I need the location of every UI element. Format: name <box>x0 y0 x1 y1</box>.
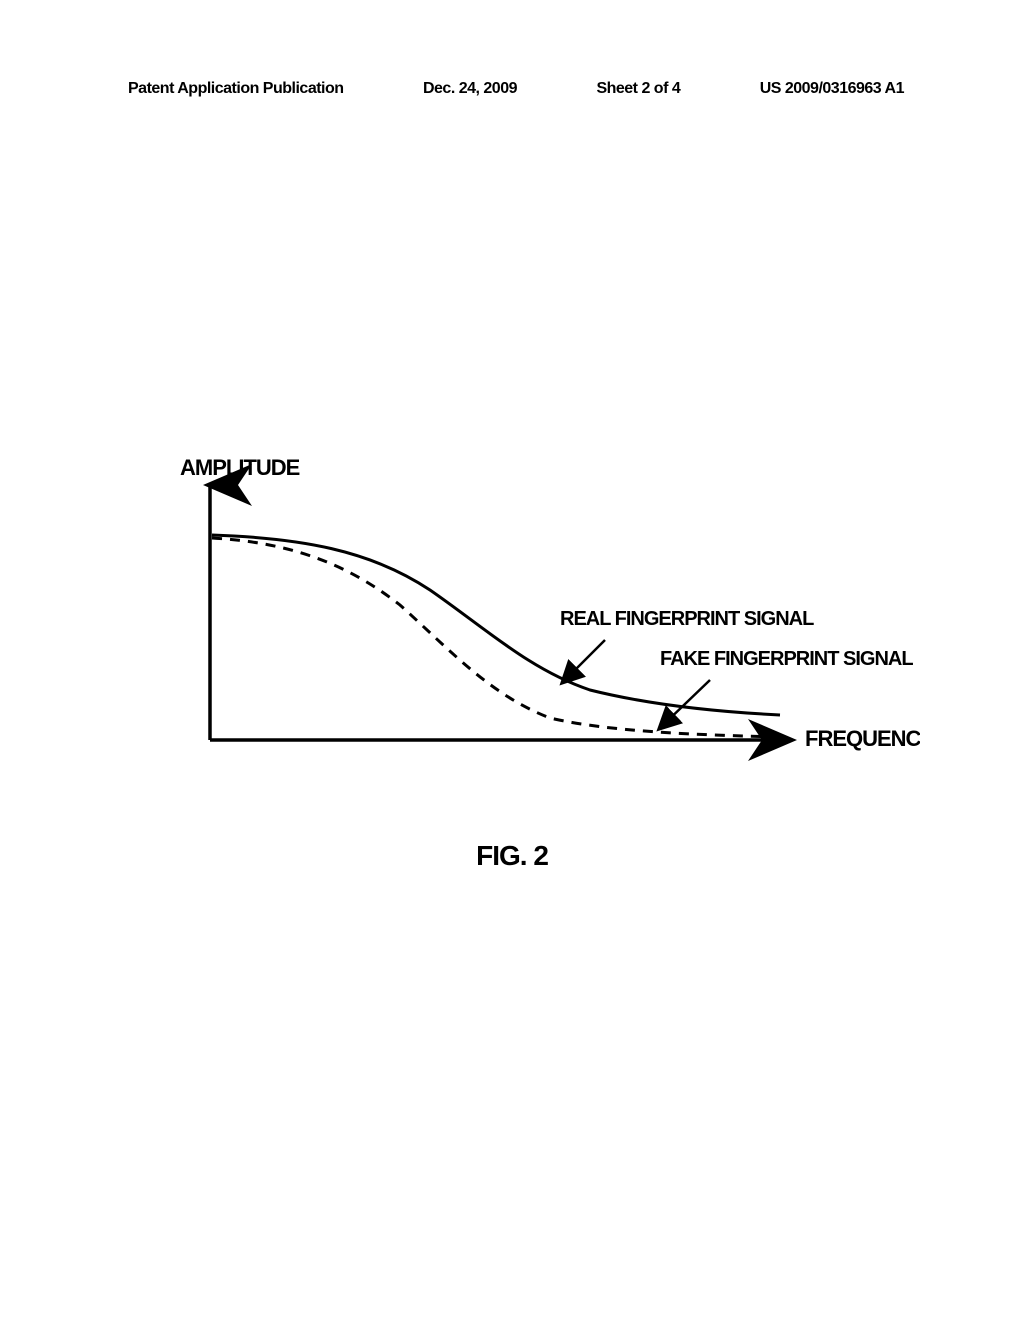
x-axis-label: FREQUENCY <box>805 726 920 751</box>
patent-header: Patent Application Publication Dec. 24, … <box>0 80 1024 98</box>
pub-type: Patent Application Publication <box>128 80 344 98</box>
fake-signal-label: FAKE FINGERPRINT SIGNAL <box>660 648 913 670</box>
figure-title: FIG. 2 <box>0 840 1024 872</box>
figure-container: AMPLITUDE FREQUENCY REAL FINGERPRINT SIG… <box>170 450 870 800</box>
real-signal-pointer <box>563 640 605 682</box>
figure-title-prefix: FIG. <box>476 840 533 871</box>
pub-number: US 2009/0316963 A1 <box>760 80 904 98</box>
sheet-number: Sheet 2 of 4 <box>596 80 680 98</box>
y-axis-label: AMPLITUDE <box>180 455 300 480</box>
pub-date: Dec. 24, 2009 <box>423 80 517 98</box>
figure-title-number: 2 <box>533 840 548 871</box>
figure-svg: AMPLITUDE FREQUENCY REAL FINGERPRINT SIG… <box>170 450 920 780</box>
real-signal-label: REAL FINGERPRINT SIGNAL <box>560 608 814 630</box>
